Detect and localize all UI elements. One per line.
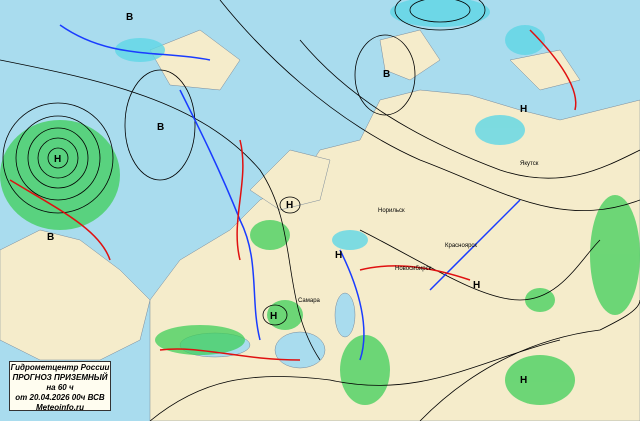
low-center: Н — [335, 250, 342, 261]
high-center: В — [47, 232, 54, 243]
city-label: Красноярск — [445, 243, 477, 249]
legend-title: ПРОГНОЗ ПРИЗЕМНЫЙ — [12, 373, 108, 382]
city-label: Новосибирск — [395, 266, 432, 272]
high-center: В — [157, 122, 164, 133]
high-center: В — [126, 12, 133, 23]
low-center: Н — [520, 375, 527, 386]
low-center: Н — [54, 154, 61, 165]
city-label: Норильск — [378, 208, 405, 214]
city-label: Самара — [298, 298, 321, 304]
map-legend: Гидрометцентр России ПРОГНОЗ ПРИЗЕМНЫЙ н… — [9, 361, 111, 412]
city-labels: Норильск Красноярск Новосибирск Самара Я… — [298, 161, 539, 304]
cold-fronts — [59, 24, 521, 361]
pressure-center-labels: Н В Н В Н В Н Н В Н Н — [47, 12, 527, 386]
city-label: Якутск — [520, 161, 539, 167]
warm-fronts — [9, 29, 577, 361]
land — [0, 29, 640, 421]
legend-issued: от 20.04.2026 00ч ВСВ — [15, 393, 105, 402]
legend-lead-time: на 60 ч — [46, 383, 74, 392]
low-center: Н — [473, 280, 480, 291]
legend-site: Meteoinfo.ru — [36, 403, 84, 412]
legend-org: Гидрометцентр России — [10, 363, 110, 372]
high-center: В — [383, 69, 390, 80]
snow-areas — [115, 0, 545, 250]
low-center: Н — [520, 104, 527, 115]
low-center: Н — [270, 311, 277, 322]
low-center: Н — [286, 200, 293, 211]
